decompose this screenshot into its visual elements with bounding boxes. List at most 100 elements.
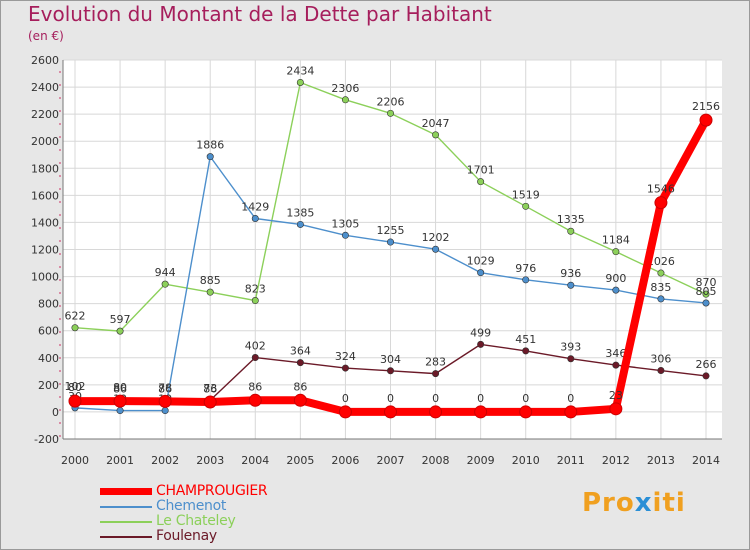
data-point (522, 202, 530, 210)
x-tick-label: 2008 (422, 454, 450, 467)
data-label: 86 (293, 380, 307, 393)
data-label: 402 (245, 340, 266, 353)
data-point (158, 394, 172, 408)
x-tick-label: 2012 (602, 454, 630, 467)
legend-swatch (100, 506, 152, 508)
data-label: 597 (110, 313, 131, 326)
y-tick-label: 2000 (31, 135, 59, 148)
data-point (432, 370, 440, 378)
data-label: 900 (605, 272, 626, 285)
data-label: 1701 (467, 164, 495, 177)
legend-label: CHAMPROUGIER (156, 483, 268, 499)
legend-item: Le Chateley (100, 514, 360, 529)
data-label: 622 (65, 310, 86, 323)
data-label: 1255 (377, 224, 405, 237)
data-label: 1305 (331, 217, 359, 230)
chart-title: Evolution du Montant de la Dette par Hab… (28, 2, 492, 26)
data-point (161, 280, 169, 288)
y-tick-label: 1400 (31, 216, 59, 229)
data-point (612, 248, 620, 256)
data-point (203, 395, 217, 409)
data-point (657, 269, 665, 277)
data-label: 1335 (557, 213, 585, 226)
data-point (296, 359, 304, 367)
data-point (702, 290, 710, 298)
data-label: 0 (342, 392, 349, 405)
data-point (341, 96, 349, 104)
data-label: 835 (650, 281, 671, 294)
y-tick-label: 0 (52, 406, 59, 419)
y-tick-label: 200 (38, 379, 59, 392)
data-label: 23 (609, 389, 623, 402)
data-point (519, 405, 533, 419)
data-label: 870 (696, 276, 717, 289)
data-label: 936 (560, 267, 581, 280)
data-label: 0 (522, 392, 529, 405)
legend-swatch (100, 488, 152, 495)
x-tick-label: 2009 (467, 454, 495, 467)
data-point (251, 215, 259, 223)
data-point (71, 324, 79, 332)
x-tick-label: 2010 (512, 454, 540, 467)
data-point (161, 407, 169, 415)
data-point (68, 394, 82, 408)
data-point (564, 405, 578, 419)
x-tick-label: 2000 (61, 454, 89, 467)
legend-label: Le Chateley (156, 513, 236, 529)
legend-swatch (100, 521, 152, 523)
data-label: 1026 (647, 255, 675, 268)
x-tick-label: 2005 (286, 454, 314, 467)
data-label: 393 (560, 341, 581, 354)
data-point (657, 367, 665, 375)
x-tick-label: 2001 (106, 454, 134, 467)
data-label: 1546 (647, 183, 675, 196)
x-tick-label: 2003 (196, 454, 224, 467)
legend-swatch (100, 536, 152, 538)
x-tick-label: 2007 (377, 454, 405, 467)
data-point (341, 231, 349, 239)
data-point (113, 394, 127, 408)
x-tick-label: 2013 (647, 454, 675, 467)
chart-unit: (en €) (28, 29, 64, 43)
data-label: 1184 (602, 234, 630, 247)
data-label: 86 (248, 380, 262, 393)
y-tick-label: -200 (34, 433, 59, 446)
y-tick-label: 600 (38, 325, 59, 338)
data-label: 2156 (692, 100, 720, 113)
proxiti-logo: Proxiti (582, 488, 686, 518)
data-label: 0 (387, 392, 394, 405)
data-label: 499 (470, 326, 491, 339)
data-point (296, 78, 304, 86)
data-point (386, 109, 394, 117)
data-label: 73 (203, 382, 217, 395)
data-label: 102 (65, 380, 86, 393)
data-label: 0 (477, 392, 484, 405)
x-tick-label: 2002 (151, 454, 179, 467)
data-point (702, 372, 710, 380)
data-point (522, 347, 530, 355)
data-point (248, 393, 262, 407)
data-label: 0 (432, 392, 439, 405)
data-point (432, 245, 440, 253)
legend-item: CHAMPROUGIER (100, 484, 360, 499)
legend-item: Chemenot (100, 499, 360, 514)
data-label: 1385 (286, 206, 314, 219)
data-label: 823 (245, 283, 266, 296)
data-label: 80 (113, 381, 127, 394)
y-tick-label: 2200 (31, 108, 59, 121)
data-label: 805 (696, 285, 717, 298)
data-point (477, 340, 485, 348)
y-tick-label: 1000 (31, 271, 59, 284)
data-point (293, 393, 307, 407)
data-label: 78 (158, 381, 172, 394)
data-point (522, 276, 530, 284)
data-point (341, 364, 349, 372)
data-label: 976 (515, 262, 536, 275)
y-tick-label: 1200 (31, 244, 59, 257)
data-point (206, 288, 214, 296)
data-point (296, 220, 304, 228)
y-tick-label: 2600 (31, 54, 59, 67)
data-label: 1029 (467, 255, 495, 268)
data-label: 324 (335, 350, 356, 363)
